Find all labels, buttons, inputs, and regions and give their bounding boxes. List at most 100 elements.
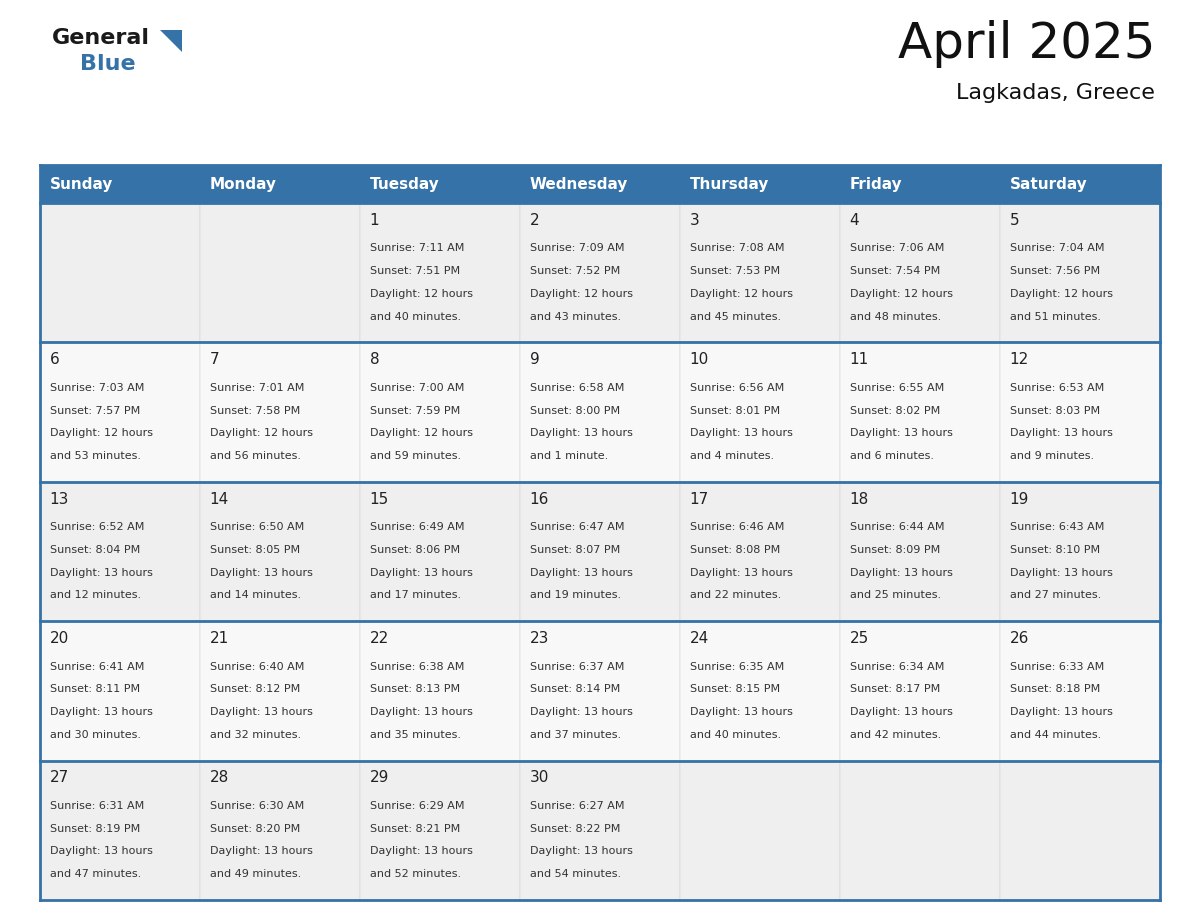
Text: Sunday: Sunday [50, 176, 113, 192]
Text: 4: 4 [849, 213, 859, 228]
Text: 27: 27 [50, 770, 69, 786]
Bar [680, 203, 840, 342]
Text: Sunrise: 6:31 AM: Sunrise: 6:31 AM [50, 801, 144, 811]
Text: Sunset: 8:10 PM: Sunset: 8:10 PM [1010, 545, 1100, 555]
Text: April 2025: April 2025 [897, 20, 1155, 68]
Text: Sunrise: 6:40 AM: Sunrise: 6:40 AM [209, 662, 304, 672]
Text: Sunrise: 6:37 AM: Sunrise: 6:37 AM [530, 662, 624, 672]
Bar [520, 761, 680, 900]
Text: and 40 minutes.: and 40 minutes. [369, 311, 461, 321]
Text: Sunset: 8:22 PM: Sunset: 8:22 PM [530, 823, 620, 834]
Text: Sunrise: 7:00 AM: Sunrise: 7:00 AM [369, 383, 465, 393]
Bar [200, 342, 360, 482]
Text: Sunrise: 6:56 AM: Sunrise: 6:56 AM [689, 383, 784, 393]
Text: Friday: Friday [849, 176, 902, 192]
Text: Sunset: 8:07 PM: Sunset: 8:07 PM [530, 545, 620, 555]
Text: Daylight: 13 hours: Daylight: 13 hours [849, 429, 953, 438]
Text: Sunrise: 6:50 AM: Sunrise: 6:50 AM [209, 522, 304, 532]
Text: Daylight: 13 hours: Daylight: 13 hours [369, 707, 473, 717]
Text: 18: 18 [849, 491, 868, 507]
Text: Sunrise: 6:41 AM: Sunrise: 6:41 AM [50, 662, 144, 672]
Bar [680, 165, 840, 203]
Text: and 25 minutes.: and 25 minutes. [849, 590, 941, 600]
Bar [840, 482, 1000, 621]
Text: Sunset: 8:17 PM: Sunset: 8:17 PM [849, 684, 940, 694]
Text: Sunset: 8:20 PM: Sunset: 8:20 PM [209, 823, 299, 834]
Text: and 51 minutes.: and 51 minutes. [1010, 311, 1100, 321]
Text: and 40 minutes.: and 40 minutes. [689, 730, 781, 740]
Text: Daylight: 12 hours: Daylight: 12 hours [689, 289, 792, 299]
Text: Sunset: 8:12 PM: Sunset: 8:12 PM [209, 684, 299, 694]
Text: Sunrise: 7:09 AM: Sunrise: 7:09 AM [530, 243, 624, 253]
Bar [200, 203, 360, 342]
Bar [40, 482, 200, 621]
Bar [40, 761, 200, 900]
Text: 15: 15 [369, 491, 388, 507]
Text: 19: 19 [1010, 491, 1029, 507]
Bar [40, 203, 200, 342]
Text: Daylight: 13 hours: Daylight: 13 hours [369, 567, 473, 577]
Text: Sunrise: 7:03 AM: Sunrise: 7:03 AM [50, 383, 144, 393]
Bar [200, 482, 360, 621]
Text: 9: 9 [530, 353, 539, 367]
Bar [200, 621, 360, 761]
Bar [520, 621, 680, 761]
Text: Daylight: 13 hours: Daylight: 13 hours [1010, 567, 1112, 577]
Bar [520, 342, 680, 482]
Text: Daylight: 13 hours: Daylight: 13 hours [209, 846, 312, 856]
Bar [40, 165, 200, 203]
Text: and 17 minutes.: and 17 minutes. [369, 590, 461, 600]
Text: 22: 22 [369, 631, 388, 646]
Bar [680, 761, 840, 900]
Text: Saturday: Saturday [1010, 176, 1087, 192]
Text: Sunset: 8:05 PM: Sunset: 8:05 PM [209, 545, 299, 555]
Text: 14: 14 [209, 491, 229, 507]
Text: 6: 6 [50, 353, 59, 367]
Text: Sunset: 7:59 PM: Sunset: 7:59 PM [369, 406, 460, 416]
Text: and 6 minutes.: and 6 minutes. [849, 451, 934, 461]
Bar [360, 761, 520, 900]
Text: Sunrise: 6:47 AM: Sunrise: 6:47 AM [530, 522, 624, 532]
Text: Daylight: 13 hours: Daylight: 13 hours [530, 567, 632, 577]
Text: and 43 minutes.: and 43 minutes. [530, 311, 620, 321]
Text: Sunset: 8:14 PM: Sunset: 8:14 PM [530, 684, 620, 694]
Text: Sunset: 7:53 PM: Sunset: 7:53 PM [689, 266, 779, 276]
Text: 28: 28 [209, 770, 229, 786]
Text: and 54 minutes.: and 54 minutes. [530, 869, 620, 879]
Text: Daylight: 13 hours: Daylight: 13 hours [209, 707, 312, 717]
Text: Sunset: 8:00 PM: Sunset: 8:00 PM [530, 406, 620, 416]
Text: Thursday: Thursday [689, 176, 769, 192]
Text: 17: 17 [689, 491, 709, 507]
Text: and 30 minutes.: and 30 minutes. [50, 730, 140, 740]
Bar [680, 342, 840, 482]
Bar [840, 165, 1000, 203]
Text: and 1 minute.: and 1 minute. [530, 451, 608, 461]
Bar [360, 203, 520, 342]
Text: and 52 minutes.: and 52 minutes. [369, 869, 461, 879]
Text: 25: 25 [849, 631, 868, 646]
Text: Sunset: 7:51 PM: Sunset: 7:51 PM [369, 266, 460, 276]
Text: 16: 16 [530, 491, 549, 507]
Bar [520, 165, 680, 203]
Text: and 19 minutes.: and 19 minutes. [530, 590, 620, 600]
Text: Sunset: 7:58 PM: Sunset: 7:58 PM [209, 406, 299, 416]
Text: Daylight: 12 hours: Daylight: 12 hours [50, 429, 152, 438]
Bar [1000, 342, 1159, 482]
Text: Daylight: 13 hours: Daylight: 13 hours [1010, 707, 1112, 717]
Text: Daylight: 13 hours: Daylight: 13 hours [530, 707, 632, 717]
Text: and 35 minutes.: and 35 minutes. [369, 730, 461, 740]
Text: and 59 minutes.: and 59 minutes. [369, 451, 461, 461]
Bar [840, 342, 1000, 482]
Text: and 9 minutes.: and 9 minutes. [1010, 451, 1094, 461]
Text: Sunrise: 6:27 AM: Sunrise: 6:27 AM [530, 801, 624, 811]
Text: Sunrise: 6:34 AM: Sunrise: 6:34 AM [849, 662, 944, 672]
Text: Sunset: 8:11 PM: Sunset: 8:11 PM [50, 684, 140, 694]
Text: Sunrise: 6:49 AM: Sunrise: 6:49 AM [369, 522, 465, 532]
Text: Sunset: 8:06 PM: Sunset: 8:06 PM [369, 545, 460, 555]
Bar [360, 482, 520, 621]
Text: Sunrise: 6:55 AM: Sunrise: 6:55 AM [849, 383, 943, 393]
Text: Sunset: 8:04 PM: Sunset: 8:04 PM [50, 545, 140, 555]
Text: 20: 20 [50, 631, 69, 646]
Text: and 4 minutes.: and 4 minutes. [689, 451, 773, 461]
Text: and 14 minutes.: and 14 minutes. [209, 590, 301, 600]
